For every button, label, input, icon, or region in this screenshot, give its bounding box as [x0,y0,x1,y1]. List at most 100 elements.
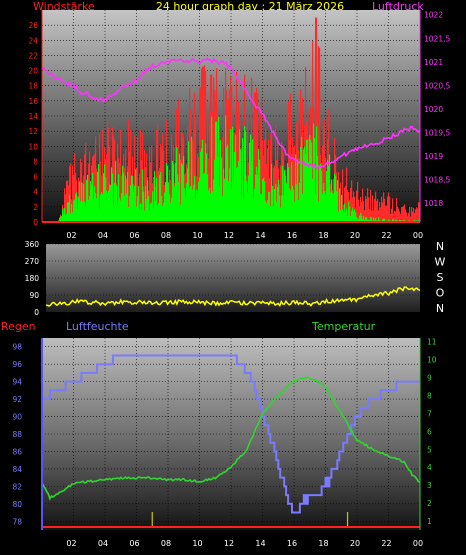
wind-bar [121,193,123,222]
temperature-tick-label: 3 [427,481,432,490]
gust-bar [356,190,358,222]
wind-bar [355,212,357,222]
wind-bar [212,191,214,222]
gust-bar [251,78,253,222]
wind-bar [307,139,309,222]
gust-bar [277,136,279,222]
x-tick-label: 10 [192,539,202,548]
wind-bar [123,173,125,222]
wind-bar [258,149,260,222]
wind-bar [136,206,138,222]
wind-bar [69,194,71,222]
wind-bar [378,217,380,222]
wind-bar [227,144,229,222]
wind-bar [275,183,277,222]
wind-bar [83,183,85,222]
gust-bar [350,187,352,222]
wind-bar [221,157,223,222]
gust-bar [305,67,307,223]
wind-bar [320,163,322,222]
gust-bar [85,142,87,222]
wind-bar [282,165,284,222]
wind-bar [384,219,386,222]
wind-bar [263,177,265,222]
wind-bar [375,218,377,222]
wind-bar [120,200,122,222]
gust-bar [408,212,410,222]
gust-bar [96,168,98,222]
x-tick-label: 18 [318,539,328,548]
gust-bar [380,207,382,222]
wind-bar [314,137,316,222]
wind-bar [322,193,324,222]
humidity-tick-label: 82 [12,482,22,491]
gust-bar [144,149,146,222]
gust-bar [229,90,231,222]
gust-bar [73,174,75,222]
wind-bar [65,215,67,222]
wind-bar [272,185,274,222]
gust-bar [372,195,374,222]
wind-bar [220,140,222,222]
wind-bar [395,219,397,222]
gust-bar [129,151,131,222]
gust-bar [401,207,403,222]
wind-bar [260,194,262,222]
direction-tick-label: 360 [25,240,40,249]
gust-bar [315,17,317,223]
wind-bar [173,164,175,222]
gust-bar [296,122,298,222]
gust-bar [298,150,300,222]
wind-bar [89,195,91,222]
wind-bar [73,200,75,222]
wind-bar [225,115,227,222]
gust-bar [65,194,67,222]
wind-bar [189,188,191,222]
gust-bar [410,216,412,222]
compass-label: N [436,302,444,315]
gust-bar [171,134,173,222]
wind-bar [153,208,155,222]
temperature-tick-label: 6 [427,427,432,436]
wind-bar [214,159,216,222]
wind-bar [201,148,203,222]
wind-bar [144,210,146,222]
pressure-tick-label: 1019,5 [424,128,450,137]
wind-bar [259,159,261,222]
wind-bar [94,186,96,222]
wind-bar [141,209,143,222]
gust-bar [275,124,277,222]
wind-tick-label: 12 [28,127,38,136]
gust-bar [108,128,110,222]
temperature-tick-label: 11 [427,338,437,347]
direction-y-ticks: 0 90 180 270 360 [25,240,40,317]
gust-bar [312,40,314,223]
wind-bar [142,169,144,222]
wind-tick-label: 10 [28,142,38,151]
wind-bar [208,190,210,222]
wind-bar [379,219,381,222]
wind-bar [171,197,173,222]
wind-bar [249,142,251,222]
pressure-tick-label: 1019 [424,152,443,161]
pressure-tick-label: 1020,5 [424,81,450,90]
wind-bar [311,142,313,222]
gust-bar [157,124,159,222]
direction-tick-label: 180 [25,274,40,283]
wind-bar [224,179,226,222]
direction-tick-label: 90 [29,291,39,300]
gust-bar [162,133,164,222]
gust-bar [323,126,325,222]
gust-bar [141,159,143,222]
x-tick-label: 02 [66,231,76,240]
wind-bar [219,186,221,222]
gust-bar [114,139,116,222]
gust-bar [199,87,201,222]
wind-bar [241,195,243,222]
wind-bar [362,219,364,222]
gust-bar [392,198,394,222]
wind-bar [98,164,100,222]
wind-bar [300,147,302,222]
